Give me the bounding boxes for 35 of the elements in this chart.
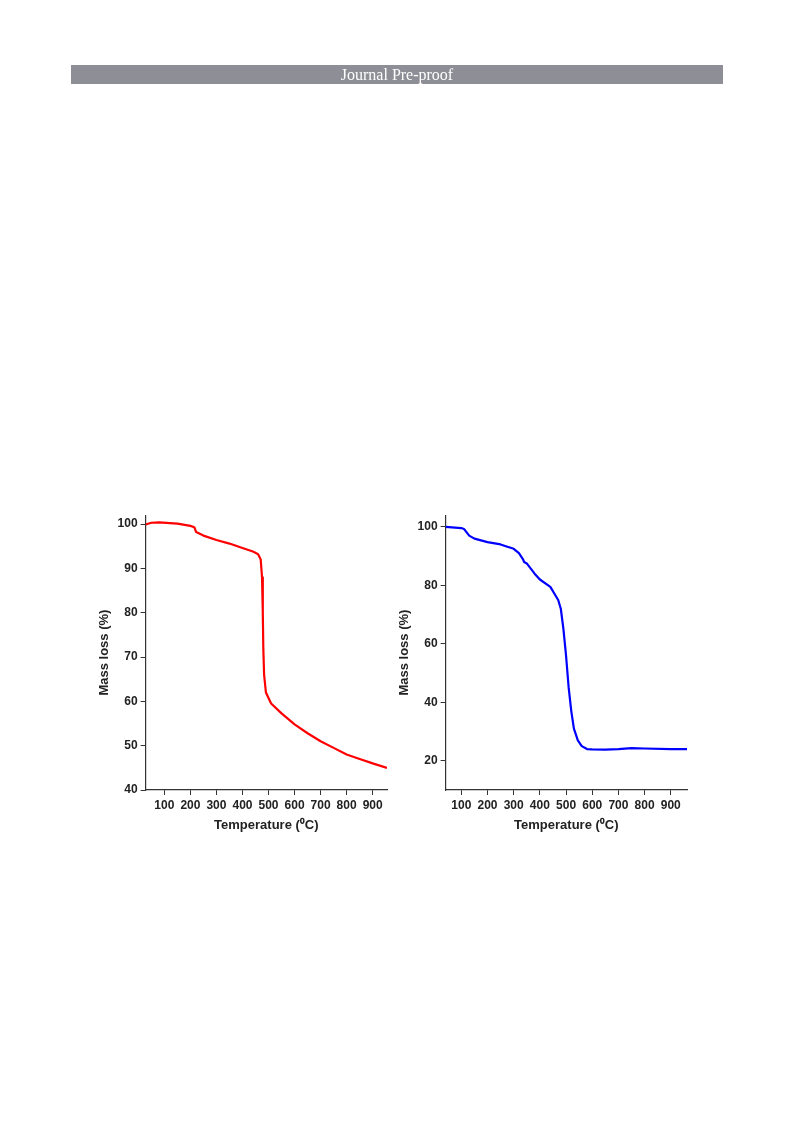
x-tick-label: 800 [336,797,357,812]
x-tick-label: 900 [362,797,384,812]
x-tick-label: 700 [310,797,331,812]
x-tick-label: 500 [258,797,279,812]
x-tick-label: 300 [503,797,525,812]
y-tick-label: 40 [424,694,438,709]
text: Journal Pre-proof [71,65,723,84]
y-tick-label: 100 [417,519,438,534]
x-tick-label: 400 [529,797,551,812]
x-axis-title: Temperature (⁰C) [514,816,619,832]
y-tick-label: 60 [124,693,138,708]
x-tick-label: 900 [660,797,682,812]
x-tick-label: 600 [284,797,305,812]
y-tick-label: 80 [124,605,138,620]
y-tick-label: 50 [124,737,138,752]
x-tick-label: 100 [451,797,472,812]
y-axis-title: Mass loss (%) [396,609,412,696]
x-tick-label: 100 [154,797,175,812]
y-tick-label: 20 [424,753,438,768]
x-tick-label: 200 [477,797,498,812]
x-tick-label: 600 [582,797,603,812]
x-tick-label: 300 [206,797,227,812]
y-tick-label: 70 [124,649,138,664]
x-axis-title: Temperature (⁰C) [214,816,319,832]
x-tick-label: 200 [180,797,201,812]
y-tick-label: 40 [124,782,138,797]
y-tick-label: 90 [124,560,138,575]
x-tick-label: 400 [232,797,253,812]
y-tick-label: 60 [424,636,438,651]
x-tick-label: 700 [608,797,629,812]
x-tick-label: 800 [634,797,655,812]
y-axis-title: Mass loss (%) [96,609,112,696]
y-tick-label: 80 [424,577,438,592]
y-tick-label: 100 [117,516,138,531]
x-tick-label: 500 [556,797,577,812]
